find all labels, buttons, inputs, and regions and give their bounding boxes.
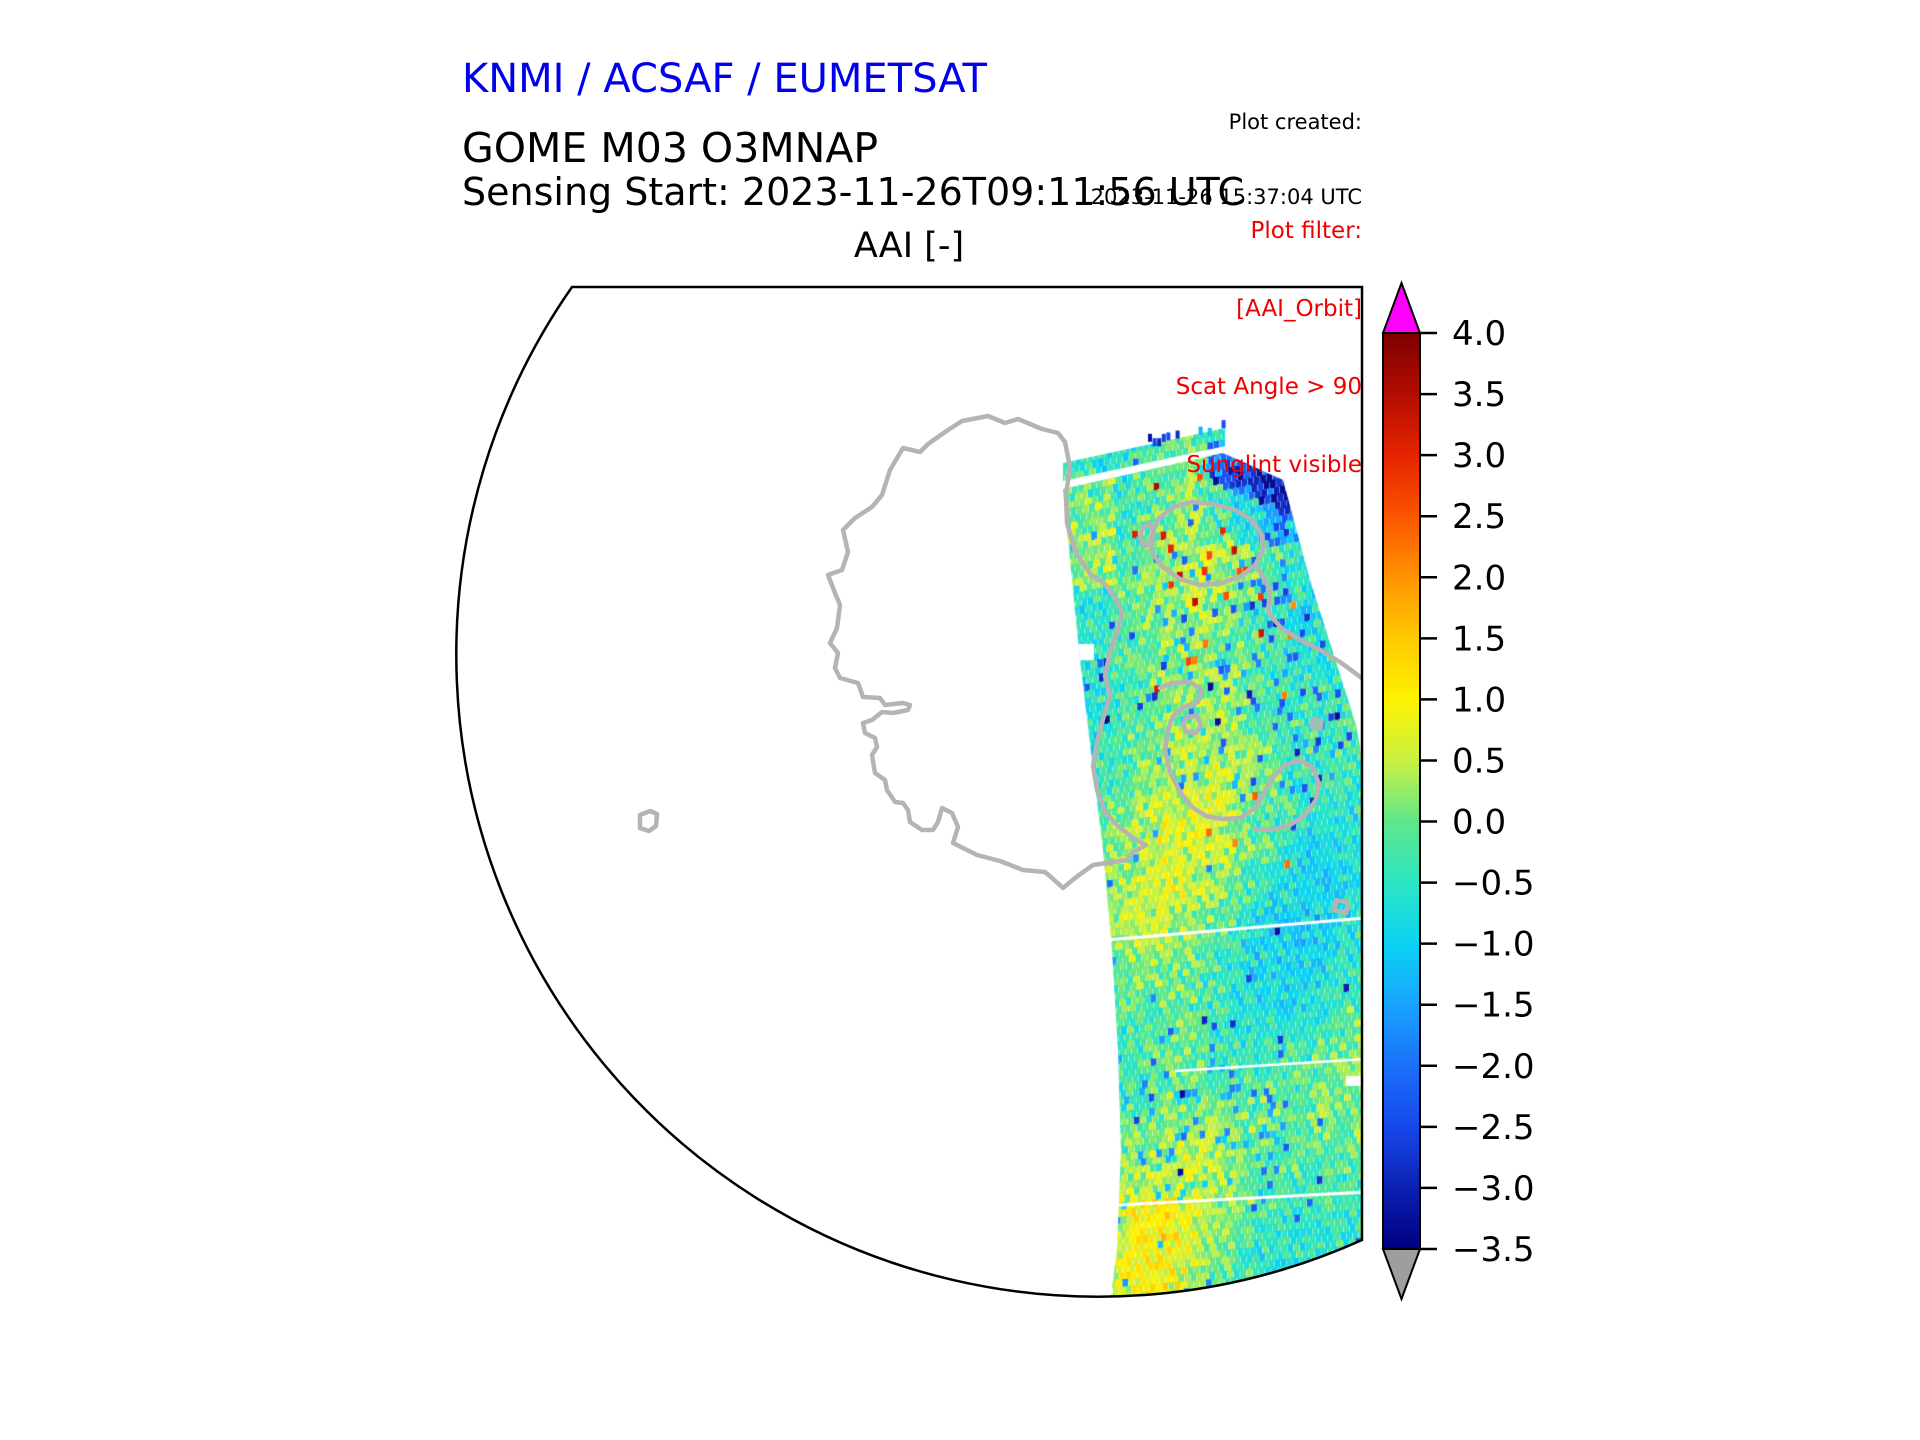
colorbar-tick-label: −3.5 (1452, 1230, 1535, 1270)
colorbar-tick-label: 2.0 (1452, 558, 1506, 598)
coastline (1331, 897, 1351, 916)
colorbar-tick-label: 0.0 (1452, 803, 1506, 843)
colorbar-tick-label: 1.5 (1452, 619, 1506, 659)
coastline (1255, 565, 1362, 683)
coastline (1309, 716, 1324, 732)
coastline (1180, 713, 1204, 736)
colorbar-tick-label: 3.0 (1452, 436, 1506, 476)
plot-filter-block: Plot filter: [AAI_Orbit] Scat Angle > 90… (1176, 166, 1362, 530)
colorbar-over-arrow (1381, 280, 1422, 334)
axes-title: AAI [-] (853, 226, 965, 266)
colorbar-tick-label: −0.5 (1452, 864, 1535, 904)
colorbar-ticks: 4.0 3.5 3.0 2.5 2.0 1.5 1.0 0.5 0.0 −0.5 −1.0 −1.5 −… (1420, 314, 1535, 1270)
coastline (1137, 521, 1157, 549)
filter-line: Plot filter: (1250, 218, 1362, 244)
colorbar-tick-label: −2.0 (1452, 1047, 1535, 1087)
sensing-start: Sensing Start: 2023-11-26T09:11:56 UTC (462, 170, 1245, 214)
colorbar-tick-label: −3.0 (1452, 1169, 1535, 1209)
colorbar-tick-label: 4.0 (1452, 314, 1506, 354)
colorbar-tick-label: 2.5 (1452, 497, 1506, 537)
plot-created-time: 2023-11-26 15:37:04 UTC (1090, 185, 1362, 209)
plot-created-label: Plot created: (1228, 110, 1362, 134)
plot-created-block: Plot created: 2023-11-26 15:37:04 UTC (1091, 60, 1362, 260)
filter-line: Scat Angle > 90 (1175, 374, 1362, 400)
product-name: GOME M03 O3MNAP (462, 124, 879, 172)
coastline (637, 808, 660, 834)
colorbar-tick-label: −1.0 (1452, 925, 1535, 965)
coastline (1147, 499, 1266, 588)
colorbar-tick-label: 0.5 (1452, 741, 1506, 781)
colorbar-under-arrow (1381, 1248, 1422, 1302)
filter-line: [AAI_Orbit] (1236, 296, 1362, 322)
colorbar-tick-label: −2.5 (1452, 1108, 1535, 1148)
colorbar-tick-label: −1.5 (1452, 986, 1535, 1026)
colorbar-tick-label: 3.5 (1452, 375, 1506, 415)
coastlines (637, 413, 1362, 916)
coastline (825, 413, 1149, 891)
colorbar-tick-label: 1.0 (1452, 680, 1506, 720)
colorbar-bar (1382, 332, 1421, 1250)
filter-line: Sunglint visible (1186, 452, 1362, 478)
map-boundary (455, 285, 1364, 1298)
main-title: KNMI / ACSAF / EUMETSAT (462, 56, 987, 102)
colorbar: 4.0 3.5 3.0 2.5 2.0 1.5 1.0 0.5 0.0 −0.5 −1.0 −1.5 −… (1381, 280, 1535, 1302)
coastline (1157, 679, 1322, 833)
